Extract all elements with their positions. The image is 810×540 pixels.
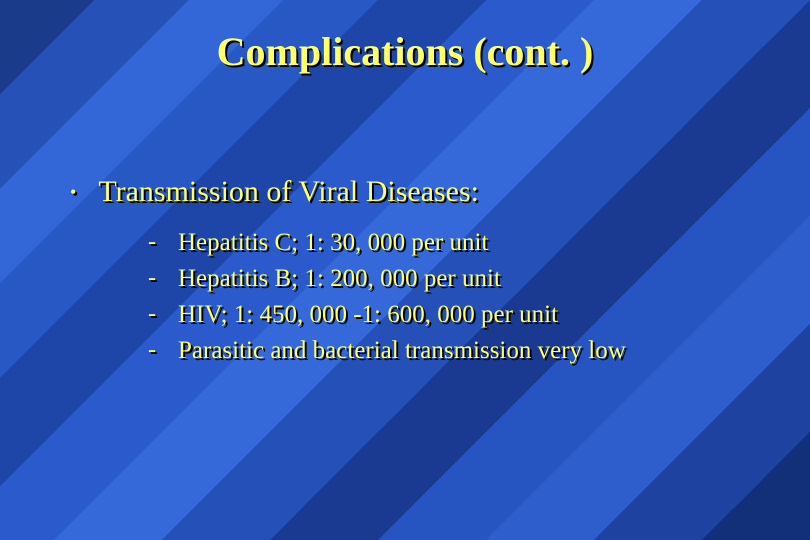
bullet-level2-text: Parasitic and bacterial transmission ver…: [178, 335, 626, 367]
list-item: - - Hepatitis C; 1: 30, 000 per unit Hep…: [148, 227, 770, 259]
bullet-level2-list: - - Hepatitis C; 1: 30, 000 per unit Hep…: [148, 227, 770, 367]
bullet-level2-text: Hepatitis B; 1: 200, 000 per unit Hepati…: [178, 263, 501, 295]
bullet-level2-text: Hepatitis C; 1: 30, 000 per unit Hepatit…: [178, 227, 488, 259]
bullet-level2-marker: - -: [148, 227, 158, 257]
bullet-level1-text: Transmission of Viral Diseases: Transmis…: [98, 175, 479, 209]
bullet-level2-marker: - -: [148, 335, 158, 365]
list-item: - - HIV; 1: 450, 000 -1: 600, 000 per un…: [148, 299, 770, 331]
slide-content: Complications (cont. ) Complications (co…: [0, 0, 810, 540]
bullet-level2-marker: - -: [148, 299, 158, 329]
slide-title: Complications (cont. ) Complications (co…: [40, 28, 770, 75]
bullet-level1-marker: • •: [70, 175, 76, 209]
title-text: Complications (cont. ): [217, 29, 594, 74]
bullet-level2-text: HIV; 1: 450, 000 -1: 600, 000 per unit H…: [178, 299, 558, 331]
list-item: - - Parasitic and bacterial transmission…: [148, 335, 770, 367]
bullet-level1-row: • • Transmission of Viral Diseases: Tran…: [70, 175, 770, 209]
list-item: - - Hepatitis B; 1: 200, 000 per unit He…: [148, 263, 770, 295]
bullet-level2-marker: - -: [148, 263, 158, 293]
